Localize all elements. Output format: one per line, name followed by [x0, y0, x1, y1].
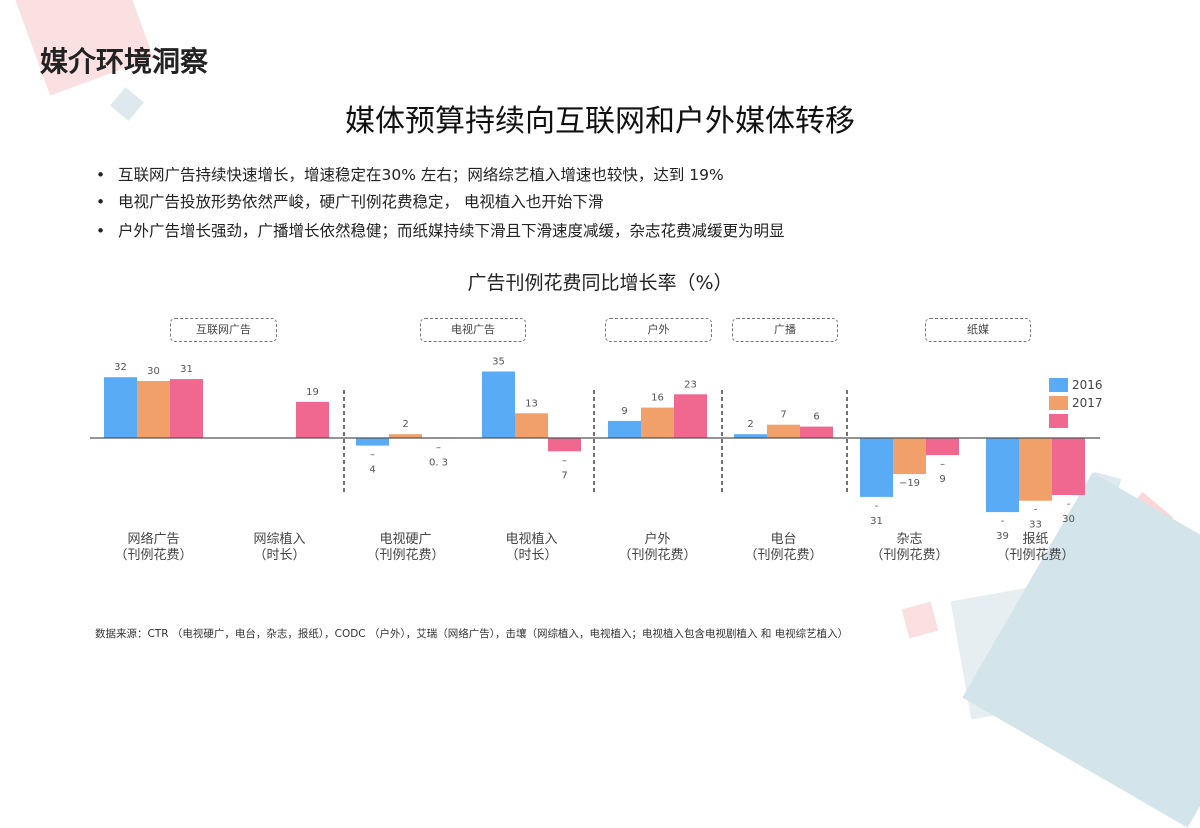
- category-label: 杂志: [896, 532, 922, 547]
- bar: [296, 401, 329, 438]
- bar: [641, 407, 674, 438]
- data-label: -: [875, 501, 879, 512]
- category-sublabel: （时长）: [253, 548, 305, 563]
- bar: [674, 394, 707, 438]
- legend-label: 2017: [1072, 396, 1103, 410]
- chart-title: 广告刊例花费同比增长率（%）: [467, 272, 733, 294]
- bar: [800, 426, 833, 438]
- bullet-dot: •: [96, 193, 106, 211]
- group-label-radio: 广播: [732, 318, 838, 342]
- category-label: 网络广告: [127, 531, 179, 547]
- data-label: 30: [1062, 514, 1075, 525]
- bullet-item: • 户外广告增长强劲，广播增长依然稳健；而纸媒持续下滑且下滑速度减缓，杂志花费减缓…: [96, 219, 785, 241]
- data-label: 33: [1029, 520, 1042, 531]
- category-label: 网综植入: [253, 532, 305, 547]
- bar: [608, 420, 641, 438]
- data-label: 30: [147, 366, 160, 377]
- data-label: –: [436, 443, 441, 454]
- bullet-dot: •: [96, 222, 106, 240]
- category-sublabel: （刊例花费）: [870, 547, 948, 563]
- bullet-item: • 互联网广告持续快速增长，增速稳定在30% 左右；网络综艺植入增速也较快，达到 …: [96, 163, 724, 185]
- data-label: 2: [402, 419, 408, 430]
- bar-chart: 32 – 4 35 9 2 - 31 - 39 30 2 13 16 7 −19 - 33 31 19 – 0. 3 – 7 2…: [90, 357, 1103, 563]
- bar: [926, 438, 959, 456]
- data-label: −19: [899, 478, 920, 489]
- legend-swatch: [1049, 414, 1068, 428]
- bullet-text: 互联网广告持续快速增长，增速稳定在30% 左右；网络综艺植入增速也较快，达到 1…: [118, 166, 724, 184]
- category-sublabel: （刊例花费）: [744, 547, 822, 563]
- data-label: 31: [870, 516, 883, 527]
- data-label: 6: [813, 412, 819, 423]
- category-label: 户外: [644, 531, 670, 547]
- bar: [482, 371, 515, 438]
- bar: [860, 438, 893, 497]
- category-label: 电视硬广: [379, 532, 431, 547]
- group-label-tv: 电视广告: [420, 318, 526, 342]
- group-label-internet: 互联网广告: [170, 318, 277, 342]
- category-label: 电台: [770, 532, 796, 547]
- bullet-dot: •: [96, 166, 106, 184]
- data-label: 2: [747, 419, 753, 430]
- data-label: 13: [525, 398, 538, 409]
- bar: [389, 434, 422, 438]
- category-sublabel: （刊例花费）: [996, 547, 1074, 563]
- bar: [986, 438, 1019, 513]
- category-sublabel: （刊例花费）: [114, 547, 192, 563]
- bullet-text: 户外广告增长强劲，广播增长依然稳健；而纸媒持续下滑且下滑速度减缓，杂志花费减缓更…: [118, 222, 785, 240]
- data-label: 35: [492, 357, 505, 368]
- bar: [1019, 438, 1052, 501]
- bar: [548, 438, 581, 452]
- data-label: 19: [306, 387, 319, 398]
- category-label: 报纸: [1022, 532, 1048, 547]
- bar: [515, 413, 548, 438]
- bar: [356, 438, 389, 446]
- bar: [104, 377, 137, 438]
- data-label: 9: [621, 406, 627, 417]
- data-label: –: [940, 459, 945, 470]
- data-label: 32: [114, 362, 127, 373]
- bar: [734, 434, 767, 438]
- group-label-print: 纸媒: [925, 318, 1031, 342]
- data-label: -: [1034, 505, 1038, 516]
- data-label: 7: [780, 410, 786, 421]
- data-label: 31: [180, 364, 193, 375]
- bar: [893, 438, 926, 475]
- legend-swatch: [1049, 396, 1068, 410]
- data-label: -: [1001, 516, 1005, 527]
- bar: [767, 424, 800, 438]
- bar: [170, 379, 203, 438]
- data-label: -: [1067, 499, 1071, 510]
- slide-subtitle: 媒体预算持续向互联网和户外媒体转移: [345, 104, 855, 139]
- data-source-footnote: 数据来源：CTR （电视硬广，电台，杂志，报纸），CODC （户外），艾瑞（网络…: [95, 628, 849, 640]
- data-label: –: [370, 450, 375, 461]
- data-label: 0. 3: [429, 458, 448, 469]
- legend-swatch: [1049, 378, 1068, 392]
- bar: [1052, 438, 1085, 495]
- bullet-text: 电视广告投放形势依然严峻，硬广刊例花费稳定， 电视植入也开始下滑: [118, 193, 604, 211]
- data-label: 4: [369, 465, 375, 476]
- data-label: 16: [651, 393, 664, 404]
- data-label: 9: [939, 474, 945, 485]
- data-label: –: [562, 455, 567, 466]
- category-sublabel: （时长）: [505, 548, 557, 563]
- data-label: 39: [996, 531, 1009, 542]
- bullet-item: • 电视广告投放形势依然严峻，硬广刊例花费稳定， 电视植入也开始下滑: [96, 190, 603, 212]
- category-label: 电视植入: [505, 532, 557, 547]
- page-title: 媒介环境洞察: [40, 45, 209, 78]
- group-label-outdoor: 户外: [605, 318, 712, 342]
- data-label: 23: [684, 379, 697, 390]
- category-sublabel: （刊例花费）: [366, 547, 444, 563]
- data-label: 7: [561, 470, 567, 481]
- legend-label: 2016: [1072, 378, 1103, 392]
- category-sublabel: （刊例花费）: [618, 547, 696, 563]
- bar: [137, 381, 170, 438]
